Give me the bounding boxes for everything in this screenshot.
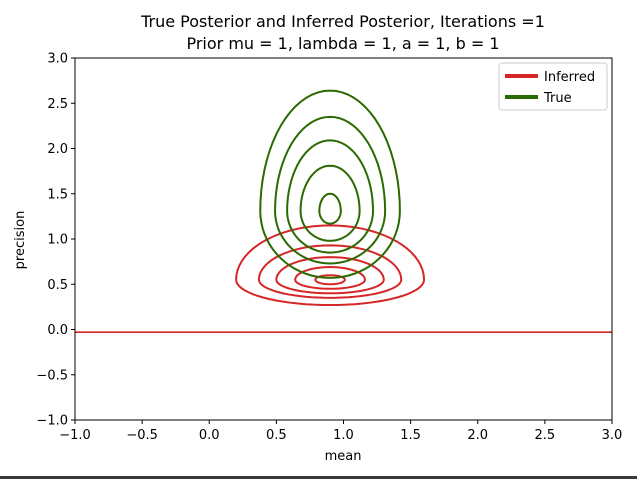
true-contour-3: [286, 139, 375, 254]
legend-label-true: True: [543, 91, 572, 106]
y-tick-label: 2.0: [47, 142, 68, 157]
inferred-contour-4: [294, 266, 366, 290]
inferred-contour-1: [235, 224, 426, 307]
x-tick-label: 2.0: [467, 428, 488, 443]
y-tick-label: 0.5: [47, 278, 68, 293]
chart-legend: Inferred True: [498, 62, 608, 111]
inferred-contour-3: [275, 256, 385, 295]
chart-subtitle: Prior mu = 1, lambda = 1, a = 1, b = 1: [186, 34, 499, 53]
x-tick-label: 2.5: [535, 428, 556, 443]
y-tick-label: 0.0: [47, 323, 68, 338]
x-tick-label: 1.0: [333, 428, 354, 443]
x-tick-label: 0.0: [199, 428, 220, 443]
window-bottom-edge: [0, 476, 637, 479]
x-tick-label: 3.0: [602, 428, 623, 443]
inferred-contour-5: [314, 274, 346, 286]
x-axis-ticks: −1.0 −0.5 0.0 0.5 1.0 1.5 2.0 2.5 3.0: [59, 420, 622, 443]
x-tick-label: −1.0: [59, 428, 91, 443]
x-axis-label: mean: [325, 449, 362, 464]
x-tick-label: 0.5: [266, 428, 287, 443]
y-tick-label: 2.5: [47, 97, 68, 112]
x-tick-label: −0.5: [126, 428, 158, 443]
y-tick-label: 1.5: [47, 187, 68, 202]
true-contour-4: [299, 164, 361, 242]
y-axis-label: precision: [13, 211, 28, 270]
y-tick-label: −0.5: [36, 368, 68, 383]
y-tick-label: 3.0: [47, 52, 68, 67]
true-contour-1: [259, 89, 401, 279]
y-axis-ticks: −1.0 −0.5 0.0 0.5 1.0 1.5 2.0 2.5 3.0: [36, 52, 75, 429]
true-contour-5: [318, 192, 342, 225]
true-contour-2: [274, 115, 387, 265]
plot-area: [75, 89, 612, 334]
y-tick-label: −1.0: [36, 414, 68, 429]
chart-title: True Posterior and Inferred Posterior, I…: [140, 12, 545, 31]
axes-frame: [74, 57, 613, 421]
x-tick-label: 1.5: [400, 428, 421, 443]
y-tick-label: 1.0: [47, 233, 68, 248]
legend-label-inferred: Inferred: [544, 70, 595, 85]
